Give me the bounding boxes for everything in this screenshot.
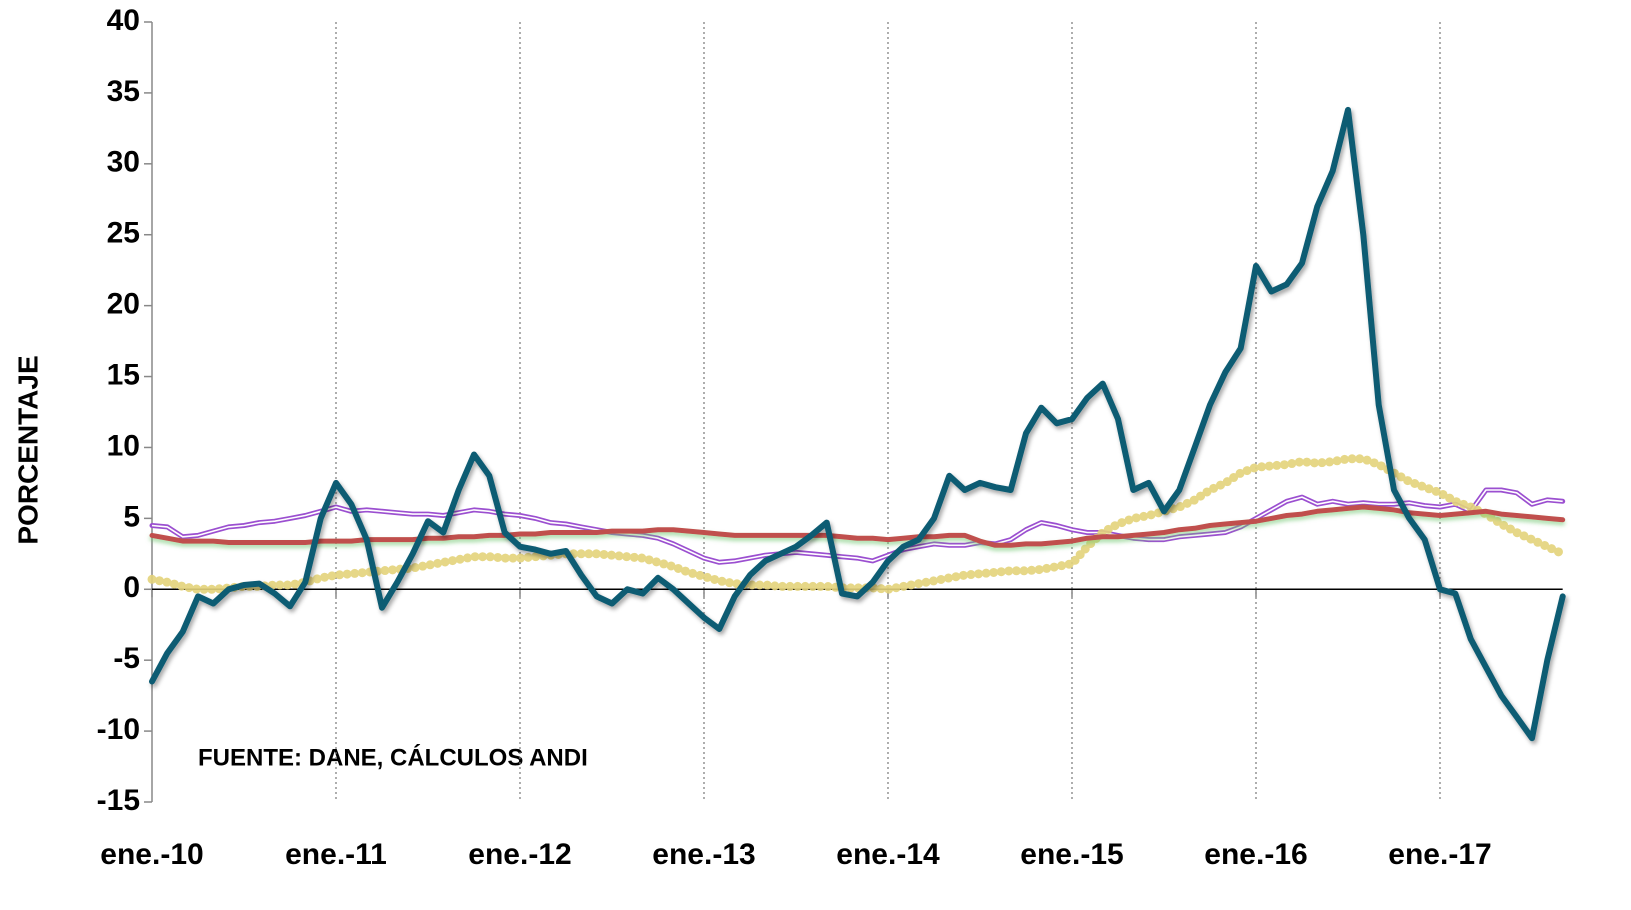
y-tick-label: 10 <box>107 429 140 462</box>
series-line <box>147 454 1568 594</box>
y-tick-label: 30 <box>107 146 140 179</box>
x-tick-label: ene.-10 <box>100 838 203 871</box>
x-tick-label: ene.-11 <box>285 838 387 871</box>
y-tick-label: -15 <box>97 784 140 817</box>
line-highlight <box>151 489 1563 564</box>
x-tick-label: ene.-14 <box>836 838 940 871</box>
y-tick-label: 25 <box>107 217 140 250</box>
y-axis-label: PORCENTAJE <box>12 355 43 544</box>
series-line <box>149 106 1566 742</box>
y-tick-label: -10 <box>97 713 140 746</box>
y-tick-label: 20 <box>107 288 140 321</box>
annotation: FUENTE: DANE, CÁLCULOS ANDI <box>198 743 588 771</box>
series-line <box>149 504 1566 548</box>
y-tick-label: -5 <box>113 642 140 675</box>
y-tick-label: 35 <box>107 75 140 108</box>
x-tick-label: ene.-17 <box>1388 838 1491 871</box>
y-tick-label: 40 <box>107 4 140 37</box>
y-tick-label: 5 <box>123 500 140 533</box>
x-tick-label: ene.-15 <box>1020 838 1123 871</box>
x-tick-label: ene.-16 <box>1204 838 1307 871</box>
y-tick-label: 0 <box>123 571 140 604</box>
x-tick-label: ene.-13 <box>652 838 755 871</box>
x-tick-label: ene.-12 <box>468 838 571 871</box>
y-tick-label: 15 <box>107 358 140 391</box>
